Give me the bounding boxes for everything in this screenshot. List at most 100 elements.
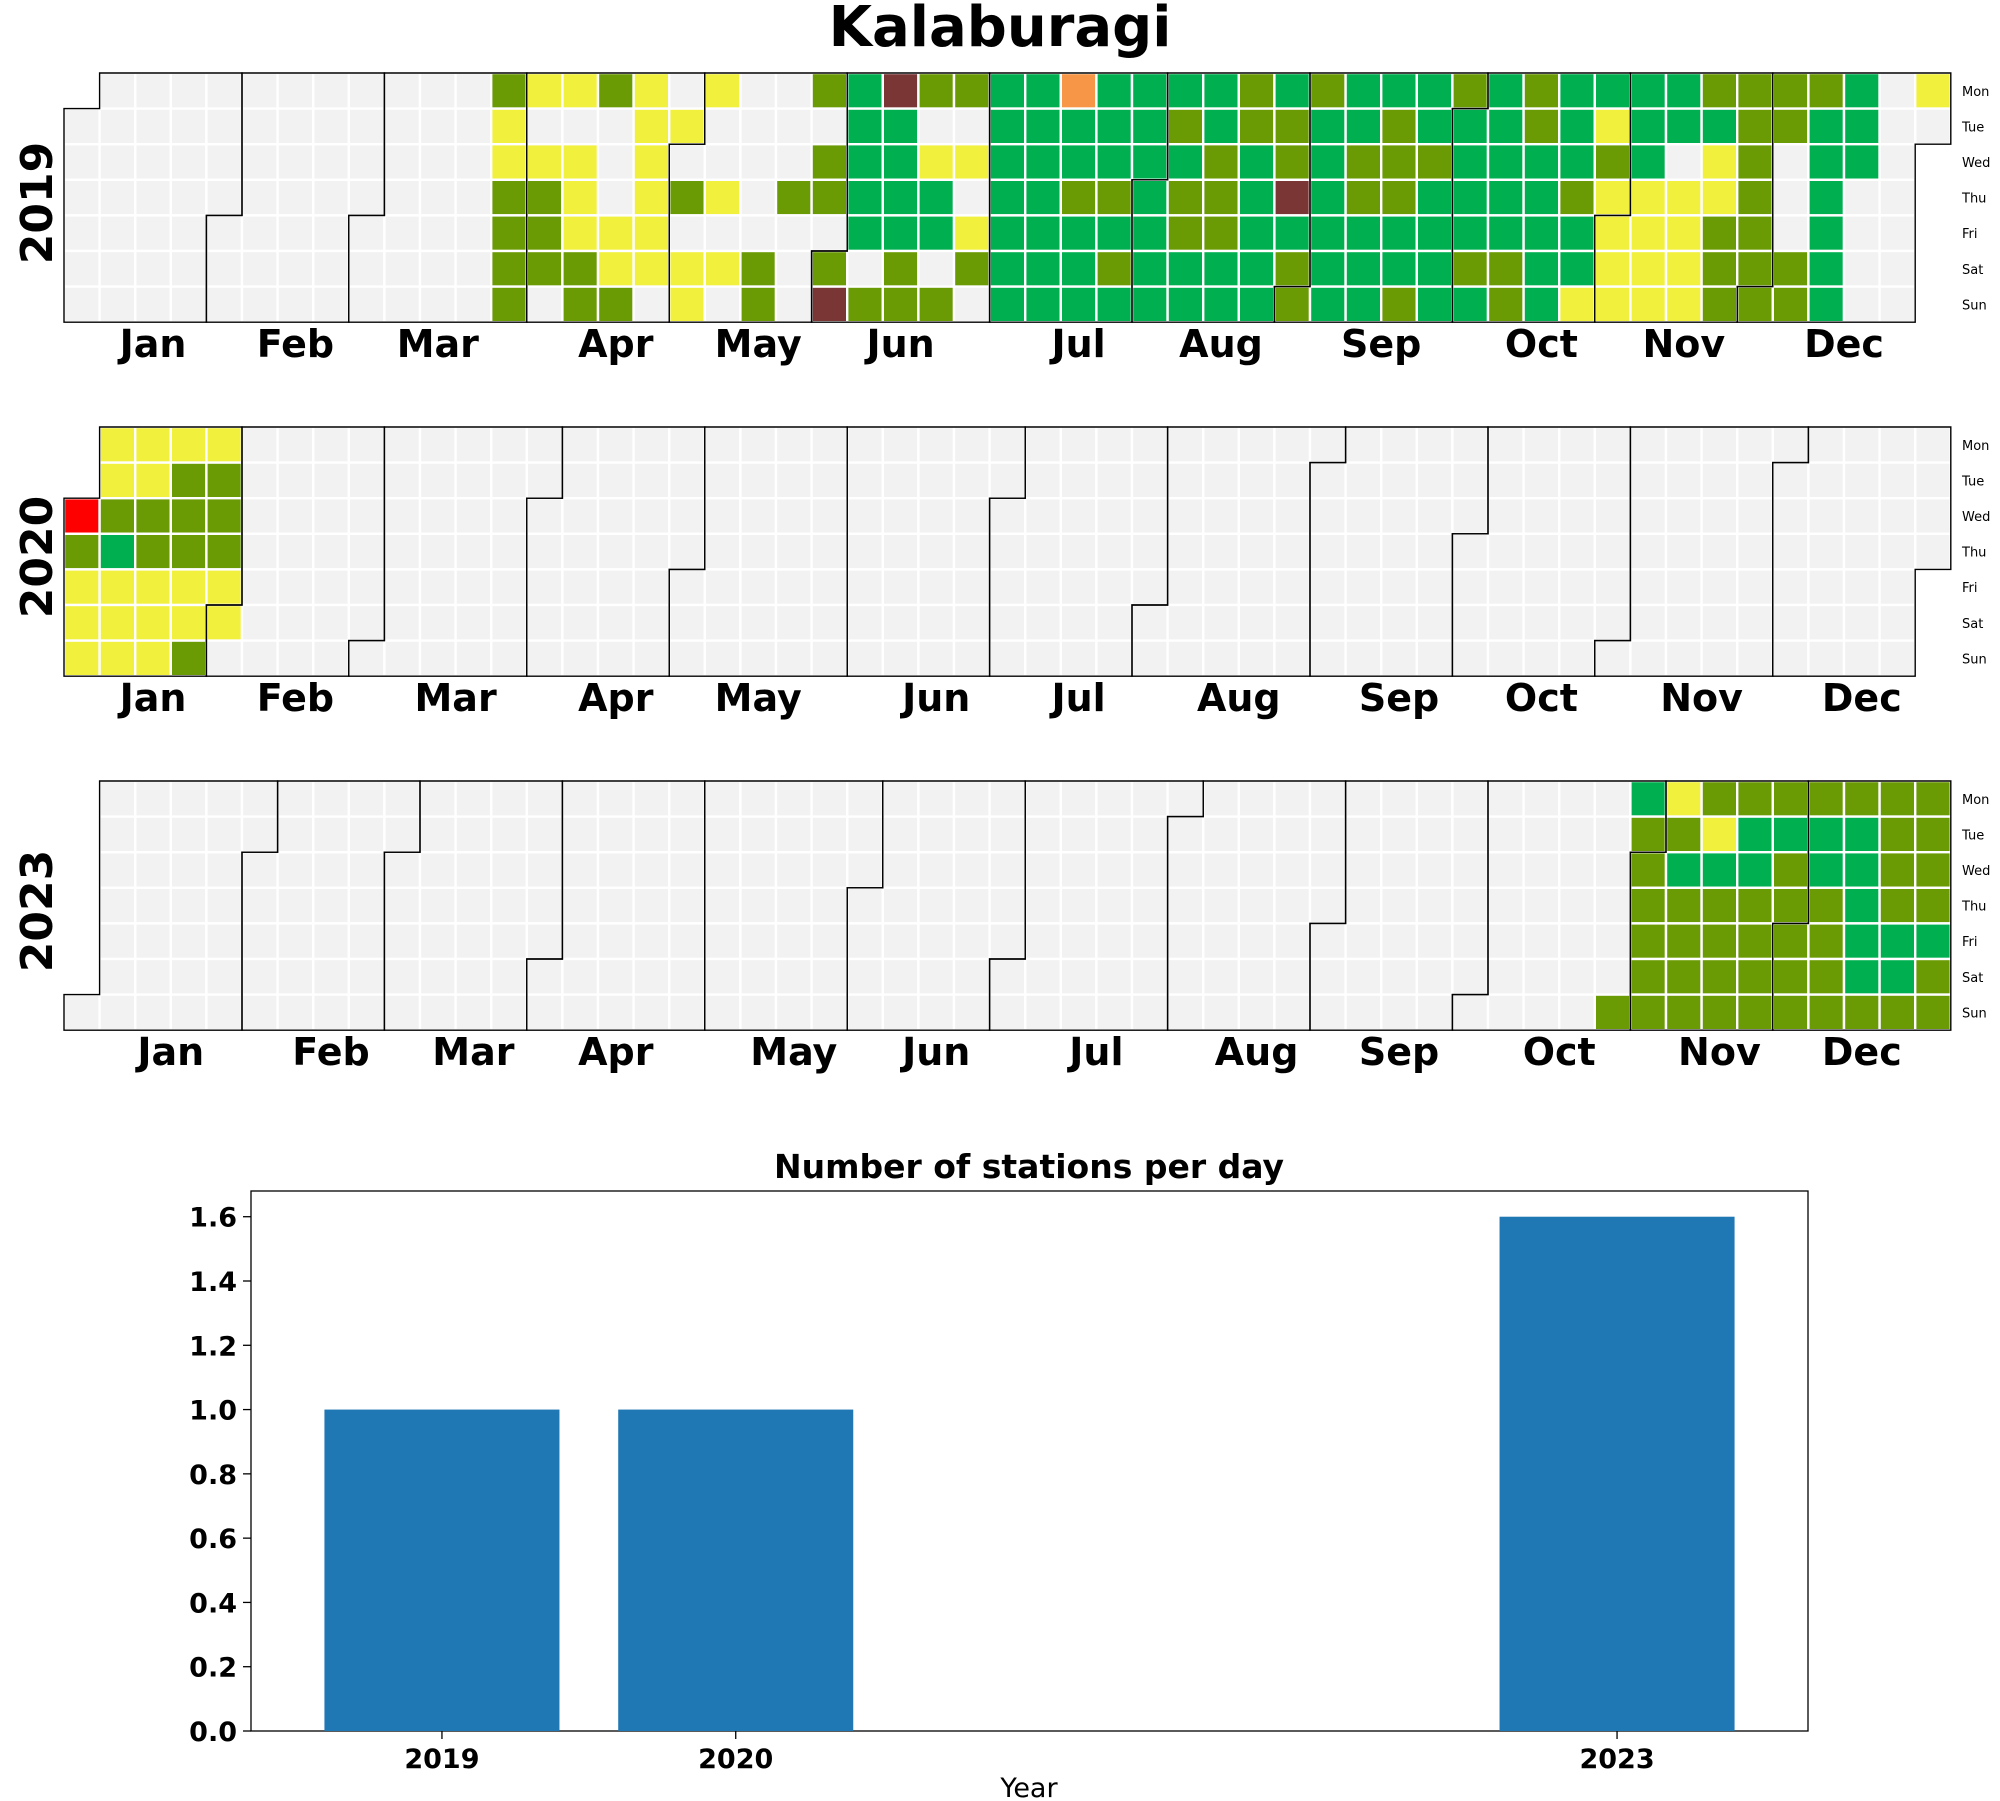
day-cell-2019-09-24	[1415, 107, 1454, 146]
day-cell-2023-08-27	[1273, 993, 1312, 1032]
day-cell-2023-10-26	[1593, 886, 1632, 925]
day-cell-2020-06-16	[917, 461, 956, 500]
day-cell-2023-04-28	[668, 922, 707, 961]
day-cell-2020-02-27	[347, 532, 386, 571]
day-cell-2020-06-10	[881, 497, 920, 536]
day-cell-2023-08-15	[1237, 815, 1276, 854]
day-cell-2019-01-15	[133, 107, 172, 146]
day-cell-2023-03-30	[525, 886, 564, 925]
day-cell-2020-09-13	[1344, 639, 1383, 678]
day-cell-2019-10-06	[1451, 285, 1490, 324]
day-cell-2023-05-17	[774, 851, 813, 890]
day-cell-2019-09-20	[1379, 214, 1418, 253]
day-cell-2020-11-07	[1629, 603, 1668, 642]
day-cell-2019-11-23	[1700, 249, 1739, 288]
day-cell-2023-04-25	[668, 815, 707, 854]
day-cell-2020-07-12	[1023, 639, 1062, 678]
day-cell-2020-10-11	[1486, 639, 1525, 678]
day-cell-2020-10-28	[1593, 497, 1632, 536]
day-cell-2020-04-03	[525, 568, 564, 607]
month-label-2019-03: Mar	[397, 322, 479, 366]
day-cell-2019-02-08	[240, 214, 279, 253]
day-cell-2019-02-17	[276, 285, 315, 324]
day-cell-2020-04-12	[561, 639, 600, 678]
day-cell-2020-06-17	[917, 497, 956, 536]
day-cell-2020-04-23	[632, 532, 671, 571]
day-cell-2020-09-23	[1415, 497, 1454, 536]
day-cell-2023-10-08	[1486, 993, 1525, 1032]
day-cell-2020-12-19	[1842, 603, 1881, 642]
day-cell-2023-05-26	[810, 922, 849, 961]
day-cell-2019-01-31	[205, 178, 244, 217]
day-cell-2023-06-05	[881, 779, 920, 818]
day-cell-2023-05-23	[810, 815, 849, 854]
day-cell-2019-03-27	[490, 142, 529, 181]
day-cell-2019-01-21	[169, 71, 208, 110]
day-cell-2019-04-14	[561, 285, 600, 324]
day-cell-2023-03-23	[490, 886, 529, 925]
day-cell-2020-04-19	[596, 639, 635, 678]
day-cell-2023-01-06	[98, 922, 137, 961]
day-cell-2023-07-31	[1166, 779, 1205, 818]
day-cell-2019-07-12	[1023, 214, 1062, 253]
day-cell-2020-04-26	[632, 639, 671, 678]
day-cell-2023-08-02	[1166, 851, 1205, 890]
day-cell-2020-06-19	[917, 568, 956, 607]
day-cell-2023-10-02	[1486, 779, 1525, 818]
day-cell-2020-08-04	[1166, 461, 1205, 500]
month-label-2019-06: Jun	[863, 322, 934, 366]
day-cell-2019-07-31	[1130, 142, 1169, 181]
day-cell-2020-02-02	[205, 639, 244, 678]
day-cell-2019-10-05	[1451, 249, 1490, 288]
day-cell-2019-12-15	[1807, 285, 1846, 324]
day-cell-2023-08-17	[1237, 886, 1276, 925]
day-cell-2019-04-28	[632, 285, 671, 324]
day-cell-2019-10-14	[1522, 71, 1561, 110]
day-cell-2019-07-08	[1023, 71, 1062, 110]
day-cell-2020-02-04	[240, 461, 279, 500]
day-cell-2023-04-11	[596, 815, 635, 854]
day-cell-2019-08-18	[1201, 285, 1240, 324]
day-cell-2023-11-17	[1700, 922, 1739, 961]
day-cell-2023-01-28	[205, 957, 244, 996]
day-cell-2020-05-21	[774, 532, 813, 571]
day-cell-2020-03-12	[418, 532, 457, 571]
day-cell-2023-04-10	[596, 779, 635, 818]
day-cell-2023-11-22	[1735, 851, 1774, 890]
day-cell-2020-01-21	[169, 461, 208, 500]
day-cell-2023-02-03	[240, 922, 279, 961]
day-cell-2020-03-15	[418, 639, 457, 678]
month-label-2023-02: Feb	[292, 1030, 369, 1074]
day-cell-2020-02-20	[312, 532, 351, 571]
figure-title: Kalaburagi	[829, 0, 1172, 60]
day-cell-2023-12-20	[1878, 851, 1917, 890]
day-cell-2023-11-30	[1771, 886, 1810, 925]
day-cell-2023-12-17	[1842, 993, 1881, 1032]
day-cell-2020-08-12	[1201, 497, 1240, 536]
day-cell-2023-08-23	[1273, 851, 1312, 890]
day-cell-2023-08-13	[1201, 993, 1240, 1032]
day-cell-2020-10-01	[1451, 532, 1490, 571]
day-cell-2019-11-14	[1664, 178, 1703, 217]
day-cell-2023-11-10	[1664, 922, 1703, 961]
weekday-label-2023-sat: Sat	[1962, 971, 1983, 986]
day-cell-2023-10-11	[1522, 851, 1561, 890]
day-cell-2019-01-27	[169, 285, 208, 324]
day-cell-2020-05-25	[810, 425, 849, 464]
day-cell-2020-12-15	[1842, 461, 1881, 500]
day-cell-2020-05-13	[739, 497, 778, 536]
day-cell-2019-11-16	[1664, 249, 1703, 288]
day-cell-2020-12-18	[1842, 568, 1881, 607]
day-cell-2020-09-26	[1415, 603, 1454, 642]
day-cell-2023-08-20	[1237, 993, 1276, 1032]
day-cell-2023-02-22	[347, 851, 386, 890]
day-cell-2019-11-17	[1664, 285, 1703, 324]
day-cell-2020-06-05	[846, 568, 885, 607]
day-cell-2020-07-25	[1095, 603, 1134, 642]
day-cell-2023-10-25	[1593, 851, 1632, 890]
day-cell-2019-10-22	[1557, 107, 1596, 146]
day-cell-2019-03-04	[383, 71, 422, 110]
day-cell-2020-08-06	[1166, 532, 1205, 571]
day-cell-2023-07-19	[1095, 851, 1134, 890]
day-cell-2019-02-18	[312, 71, 351, 110]
